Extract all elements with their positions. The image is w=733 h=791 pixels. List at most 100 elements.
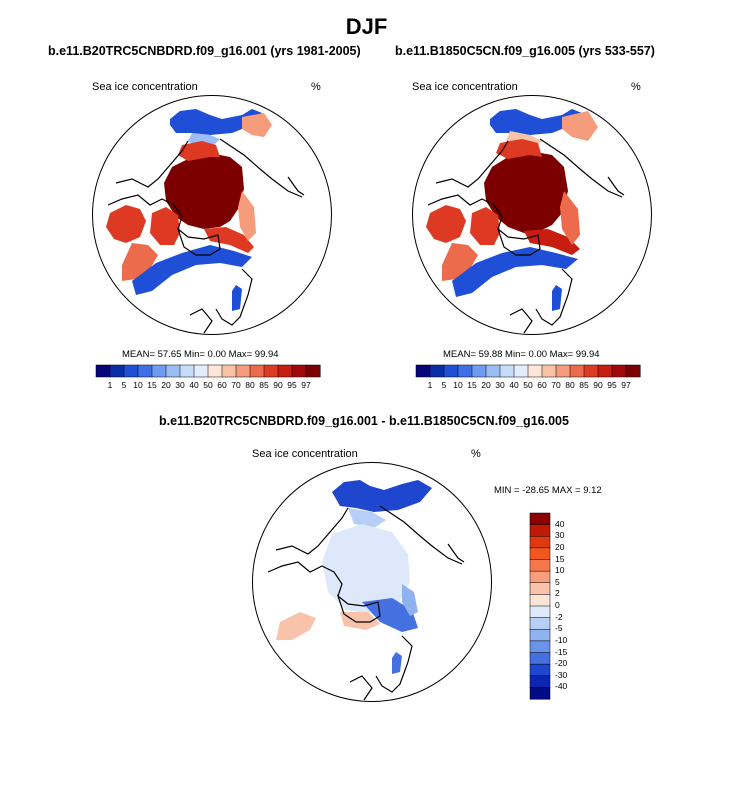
panel-3-coast-canada xyxy=(267,561,343,597)
panel-1-ice-baffin xyxy=(150,207,180,245)
panel-1-coast-greenland xyxy=(176,227,221,256)
panel-1-colorbar-label: 90 xyxy=(273,380,283,390)
panel-1-title: b.e11.B20TRC5CNBDRD.f09_g16.001 (yrs 198… xyxy=(48,44,361,58)
panel-2-colorbar-label: 1 xyxy=(427,380,433,390)
panel-2-colorbar-box xyxy=(611,364,627,378)
panel-3-colorbar-box xyxy=(529,605,551,619)
panel-1-ice-labrador xyxy=(122,243,158,281)
panel-3-colorbar-box xyxy=(529,570,551,584)
panel-1-colorbar-label: 95 xyxy=(287,380,297,390)
panel-3-colorbar-box xyxy=(529,512,551,526)
panel-3-colorbar-label: -40 xyxy=(555,681,568,692)
panel-2-colorbar-box xyxy=(569,364,585,378)
panel-1-colorbar-label: 15 xyxy=(147,380,157,390)
panel-2-ice-barents xyxy=(560,191,580,245)
panel-2-colorbar-box xyxy=(583,364,599,378)
panel-1-ice-baltic xyxy=(232,285,242,311)
panel-1-colorbar-label: 70 xyxy=(231,380,241,390)
panel-2-colorbar-label: 40 xyxy=(509,380,519,390)
panel-2-title: b.e11.B1850C5CN.f09_g16.005 (yrs 533-557… xyxy=(395,44,655,58)
panel-3-colorbar-box xyxy=(529,547,551,561)
panel-1-colorbar-box xyxy=(137,364,153,378)
panel-1-colorbar-box xyxy=(221,364,237,378)
panel-1-variable: Sea ice concentration xyxy=(92,81,198,93)
panel-1-stats: MEAN= 57.65 Min= 0.00 Max= 99.94 xyxy=(122,349,279,360)
panel-2-coast-canada xyxy=(427,194,503,230)
panel-1-coast-europe xyxy=(189,308,213,334)
panel-1-colorbar-label: 50 xyxy=(203,380,213,390)
panel-1-colorbar-label: 97 xyxy=(301,380,311,390)
panel-2-colorbar-box xyxy=(541,364,557,378)
panel-2-ice-bering-edge xyxy=(562,111,598,141)
panel-1-colorbar-box xyxy=(291,364,307,378)
panel-1-colorbar-label: 20 xyxy=(161,380,171,390)
panel-2-colorbar-box xyxy=(597,364,613,378)
panel-3-colorbar-box xyxy=(529,536,551,549)
panel-3-colorbar-box xyxy=(529,640,551,654)
panel-2-coast-kamchatka xyxy=(607,176,625,196)
panel-3-coast-scandinavia xyxy=(375,635,413,693)
panel-3-colorbar-box xyxy=(529,524,551,537)
panel-3-colorbar-label: 20 xyxy=(555,541,565,552)
panel-1-colorbar-box xyxy=(151,364,167,378)
panel-3-colorbar-box xyxy=(529,629,551,642)
panel-2-variable: Sea ice concentration xyxy=(412,81,518,93)
panel-2-colorbar-label: 70 xyxy=(551,380,561,390)
panel-1-colorbar-box xyxy=(305,364,321,378)
panel-2-colorbar-box xyxy=(527,364,543,378)
panel-2-ice-bering-blue xyxy=(490,109,582,135)
panel-2-map xyxy=(412,95,652,335)
panel-3-colorbar-label: 40 xyxy=(555,518,565,529)
panel-1-colorbar-label: 80 xyxy=(245,380,255,390)
panel-3-colorbar-label: -2 xyxy=(555,611,563,622)
panel-3-diff-baltic xyxy=(392,652,402,674)
panel-2-coast-siberia xyxy=(539,138,623,198)
panel-1-units: % xyxy=(311,81,321,93)
panel-2-stats: MEAN= 59.88 Min= 0.00 Max= 99.94 xyxy=(443,349,600,360)
panel-3-stats: MIN = -28.65 MAX = 9.12 xyxy=(494,485,602,496)
panel-2-colorbar-label: 50 xyxy=(523,380,533,390)
panel-3-coast-kamchatka xyxy=(447,543,465,563)
panel-3-colorbar-box xyxy=(529,559,551,572)
panel-1-ice-bering-blue xyxy=(170,109,262,135)
panel-2-colorbar xyxy=(415,364,641,378)
panel-3-colorbar-box xyxy=(529,582,551,595)
panel-2-colorbar-label: 30 xyxy=(495,380,505,390)
panel-2-colorbar-label: 10 xyxy=(453,380,463,390)
panel-3-diff-bering xyxy=(332,480,432,512)
panel-1-coast-canada xyxy=(107,194,183,230)
panel-2-ice-chukchi xyxy=(496,139,542,159)
panel-3-diff-barents xyxy=(362,598,418,632)
panel-1-ice-atlantic-blue xyxy=(132,245,252,295)
panel-1-colorbar xyxy=(95,364,321,378)
panel-2-colorbar-label: 20 xyxy=(481,380,491,390)
panel-2-colorbar-label: 15 xyxy=(467,380,477,390)
panel-2-coast-alaska xyxy=(435,140,509,188)
panel-2-colorbar-label: 5 xyxy=(441,380,447,390)
panel-2-colorbar-label: 80 xyxy=(565,380,575,390)
panel-2-colorbar-box xyxy=(415,364,431,378)
panel-2-coast-scandinavia xyxy=(535,268,573,326)
panel-3-coast-siberia xyxy=(379,505,463,565)
panel-2-ice-central xyxy=(484,151,568,233)
panel-1-colorbar-label: 5 xyxy=(121,380,127,390)
panel-3-colorbar-label: 10 xyxy=(555,565,565,576)
panel-1-coast-kamchatka xyxy=(287,176,305,196)
panel-3-units: % xyxy=(471,448,481,460)
panel-3-colorbar-box xyxy=(529,675,551,688)
panel-3-colorbar-label: -5 xyxy=(555,623,563,634)
panel-2-colorbar-label: 60 xyxy=(537,380,547,390)
panel-1-colorbar-box xyxy=(95,364,111,378)
panel-1-coast-scandinavia xyxy=(215,268,253,326)
panel-1-ice-hudson xyxy=(106,205,146,243)
panel-3-colorbar-box xyxy=(529,594,551,607)
panel-1-colorbar-box xyxy=(277,364,293,378)
panel-2-colorbar-box xyxy=(485,364,501,378)
panel-1-colorbar-label: 1 xyxy=(107,380,113,390)
panel-1-colorbar-box xyxy=(249,364,265,378)
panel-1-ice-central xyxy=(164,153,244,229)
panel-2-colorbar-box xyxy=(513,364,529,378)
panel-1-ice-barents xyxy=(238,191,256,241)
page-title: DJF xyxy=(345,14,388,39)
panel-3-colorbar-label: 5 xyxy=(555,576,560,587)
